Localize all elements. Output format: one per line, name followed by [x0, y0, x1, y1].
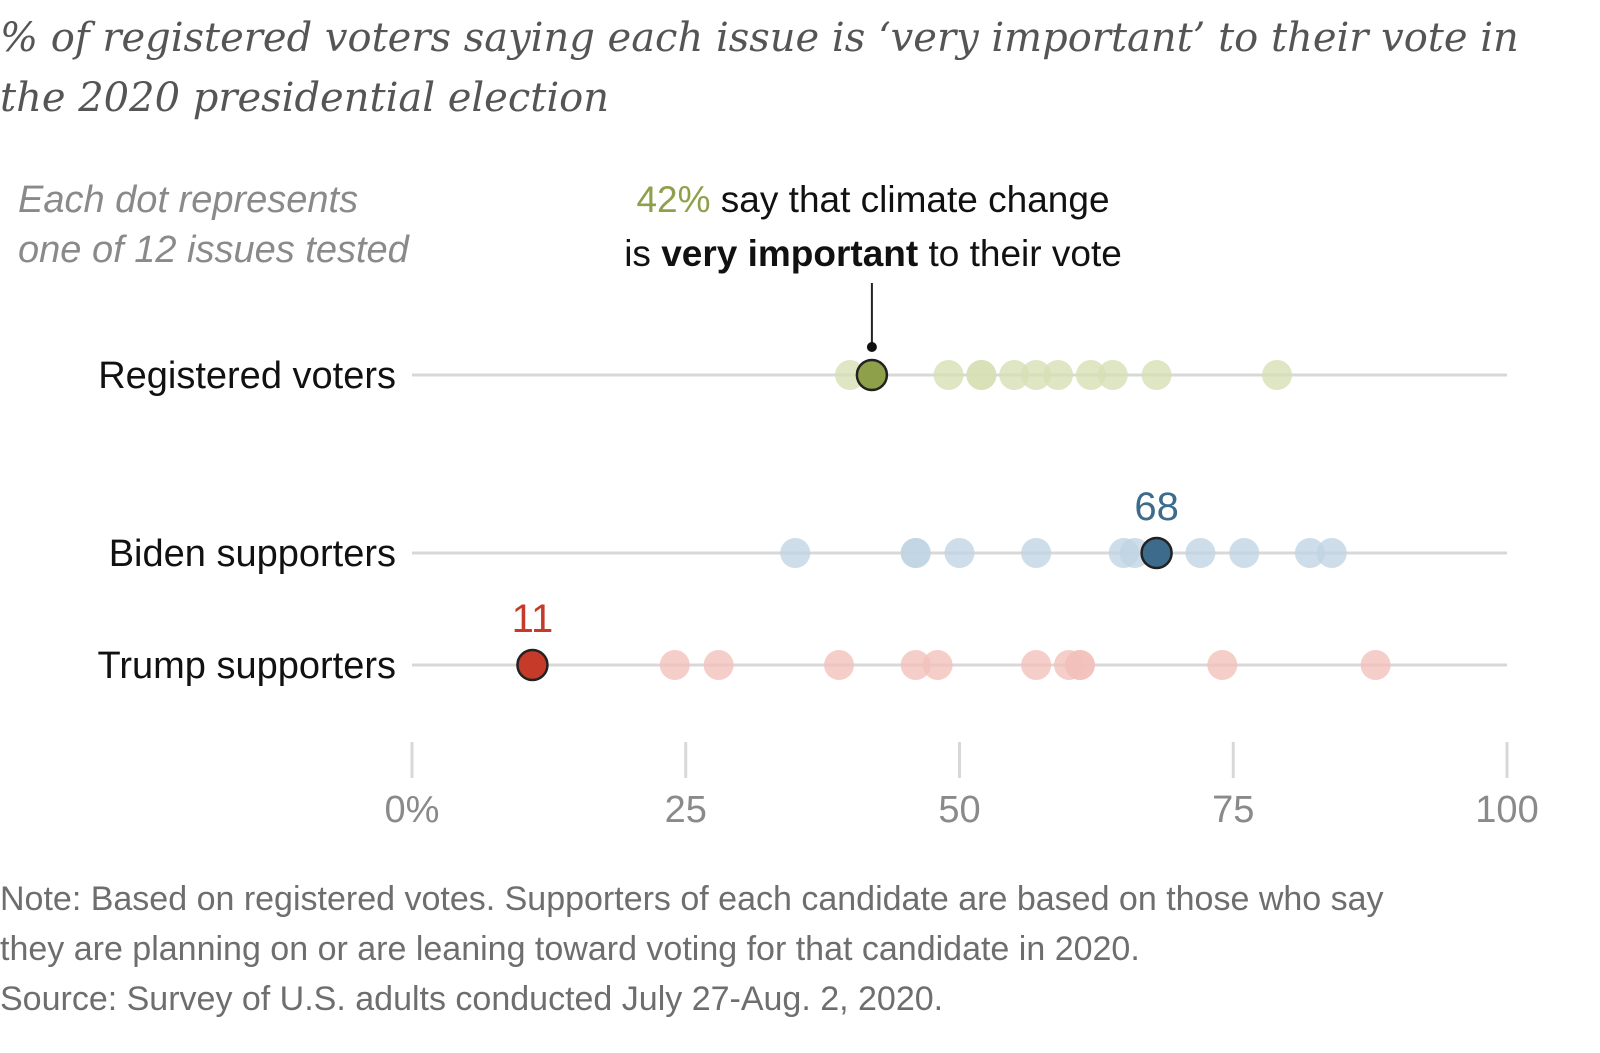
annotation-value: 42% [636, 179, 710, 220]
annotation-line2: is very important to their vote [624, 233, 1122, 274]
x-tick-label: 100 [1475, 789, 1538, 831]
issue-dot [659, 650, 690, 680]
highlight-value-label: 68 [1134, 485, 1179, 529]
row-0: Registered voters [98, 355, 1507, 397]
dot-plot-chart: Each dot represents one of 12 issues tes… [18, 179, 1539, 831]
annotation-leader-dot [866, 342, 877, 352]
x-tick-label: 25 [665, 789, 707, 831]
issue-dot [1229, 538, 1260, 568]
footer-note-line1: Note: Based on registered votes. Support… [0, 880, 1384, 918]
row-2: Trump supporters 11 [98, 597, 1507, 687]
legend-note: Each dot represents one of 12 issues tes… [18, 179, 411, 271]
issue-dot [944, 538, 975, 568]
row-label: Registered voters [98, 355, 396, 397]
issue-dot [780, 538, 811, 568]
x-tick-label: 75 [1212, 789, 1254, 831]
annotation-line2-post: to their vote [918, 233, 1122, 274]
row-1: Biden supporters 68 [109, 485, 1507, 575]
x-tick-label: 0% [385, 789, 440, 831]
issue-dot [1185, 538, 1216, 568]
issue-dot [966, 360, 997, 390]
issue-dot [1021, 360, 1052, 390]
issue-dot [1262, 360, 1293, 390]
annotation-line2-bold: very important [661, 233, 918, 274]
issue-dot [1075, 360, 1106, 390]
climate-annotation: 42% say that climate change is very impo… [624, 179, 1122, 352]
legend-note-line2: one of 12 issues tested [18, 229, 411, 271]
x-axis: 0% 25 50 75 100 [385, 742, 1539, 831]
footer-note-line2: they are planning on or are leaning towa… [0, 930, 1140, 968]
issue-dot [999, 360, 1030, 390]
annotation-line2-pre: is [624, 233, 661, 274]
issue-dot [703, 650, 734, 680]
issue-dot [1207, 650, 1238, 680]
annotation-line1: 42% say that climate change [636, 179, 1109, 220]
chart-footer: Note: Based on registered votes. Support… [0, 874, 1590, 1024]
annotation-line1-rest: say that climate change [711, 179, 1110, 220]
highlight-value-label: 11 [512, 597, 554, 641]
issue-dot [933, 360, 964, 390]
climate-change-dot [516, 648, 549, 682]
chart-title: % of registered voters saying each issue… [0, 15, 1519, 121]
issue-dot [1021, 650, 1052, 680]
issue-dot [1043, 360, 1074, 390]
issue-dot [824, 650, 855, 680]
climate-change-dot [855, 358, 889, 392]
legend-note-line1: Each dot represents [18, 179, 358, 221]
chart-rows: Registered voters Biden supporters 68 Trump… [98, 355, 1507, 687]
x-tick-label: 50 [938, 789, 980, 831]
issue-dot [1097, 360, 1128, 390]
row-label: Trump supporters [98, 645, 396, 687]
issue-dot [1316, 538, 1347, 568]
issue-dot [922, 650, 953, 680]
footer-source: Source: Survey of U.S. adults conducted … [0, 980, 944, 1018]
issue-dot [1064, 650, 1095, 680]
issue-dot [900, 538, 931, 568]
issue-dot [900, 650, 931, 680]
issue-dot [1294, 538, 1325, 568]
issue-dot [1141, 360, 1172, 390]
row-label: Biden supporters [109, 533, 396, 575]
issue-dot [1021, 538, 1052, 568]
issue-dot [1360, 650, 1391, 680]
climate-change-dot [1140, 536, 1173, 570]
